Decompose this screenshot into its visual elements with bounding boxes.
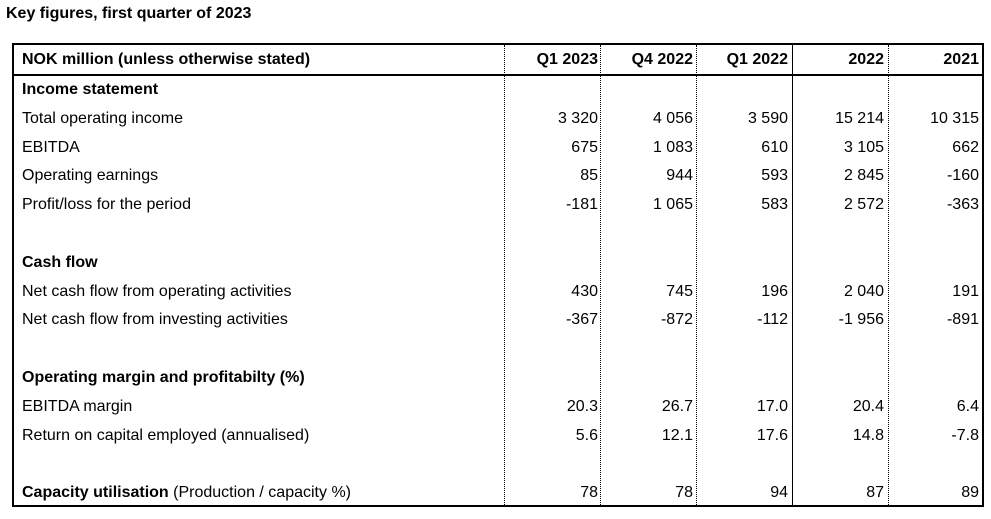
table-cell: -112: [757, 311, 788, 329]
row-label: Net cash flow from investing activities: [22, 311, 288, 329]
row-label: EBITDA margin: [22, 397, 133, 415]
table-cell: 583: [761, 196, 788, 214]
key-figures-table: NOK million (unless otherwise stated) Q1…: [12, 43, 984, 507]
table-cell: 10 315: [930, 109, 979, 127]
row-label: Operating earnings: [22, 167, 159, 185]
table-cell: 1 083: [652, 138, 693, 156]
table-cell: 3 320: [557, 109, 598, 127]
table-cell: -363: [946, 196, 979, 214]
table-cell: 87: [866, 484, 884, 502]
table-cell: 2 040: [843, 282, 884, 300]
table-cell: 6.4: [956, 397, 979, 415]
table-cell: 20.3: [566, 397, 598, 415]
column-divider: [792, 45, 793, 505]
table-cell: 662: [952, 138, 979, 156]
header-q1-2023: Q1 2023: [536, 51, 598, 68]
row-label: Return on capital employed (annualised): [22, 426, 310, 444]
page-title: Key figures, first quarter of 2023: [6, 5, 252, 22]
table-cell: 14.8: [852, 426, 884, 444]
row-label: Net cash flow from operating activities: [22, 282, 292, 300]
header-q4-2022: Q4 2022: [631, 51, 693, 68]
table-cell: 675: [571, 138, 598, 156]
header-2021: 2021: [943, 51, 979, 68]
table-cell: 2 845: [843, 167, 884, 185]
table-cell: 3 105: [843, 138, 884, 156]
table-cell: -1 956: [838, 311, 884, 329]
header-2022: 2022: [848, 51, 884, 68]
table-row: [14, 334, 982, 363]
column-divider: [600, 45, 601, 505]
table-row: Net cash flow from operating activities 4…: [14, 277, 982, 306]
section-row: Income statement: [14, 75, 982, 104]
table-cell: 17.6: [756, 426, 788, 444]
table-row: Net cash flow from investing activities -…: [14, 305, 982, 334]
table-cell: 196: [761, 282, 788, 300]
section-row: Capacity utilisation (Production / capac…: [14, 478, 982, 507]
row-label-suffix: (Production / capacity %): [168, 484, 351, 502]
section-label: Operating margin and profitabilty (%): [22, 369, 305, 386]
table-cell: 15 214: [835, 109, 884, 127]
section-row: Cash flow: [14, 248, 982, 277]
table-cell: -367: [565, 311, 598, 329]
table-cell: 26.7: [661, 397, 693, 415]
column-divider: [696, 45, 697, 505]
table-cell: 17.0: [756, 397, 788, 415]
table-cell: -7.8: [951, 426, 979, 444]
table-row: Total operating income 3 320 4 056 3 590 15 …: [14, 104, 982, 133]
column-divider: [504, 45, 505, 505]
table-cell: 12.1: [661, 426, 693, 444]
table-cell: 944: [666, 167, 693, 185]
table-cell: 1 065: [652, 196, 693, 214]
table-cell: -891: [946, 311, 979, 329]
row-label: Profit/loss for the period: [22, 196, 191, 214]
table-cell: -160: [946, 167, 979, 185]
header-label: NOK million (unless otherwise stated): [22, 51, 311, 68]
table-cell: 2 572: [843, 196, 884, 214]
table-row: EBITDA margin 20.3 26.7 17.0 20.4 6.4: [14, 392, 982, 421]
table-row: [14, 449, 982, 478]
section-label: Capacity utilisation (Production / capac…: [22, 484, 351, 502]
table-row: Return on capital employed (annualised) 5…: [14, 421, 982, 450]
table-cell: 4 056: [652, 109, 693, 127]
row-label: EBITDA: [22, 138, 80, 156]
table-cell: 3 590: [747, 109, 788, 127]
section-label: Income statement: [22, 81, 159, 98]
table-cell: 745: [666, 282, 693, 300]
table-row: Operating earnings 85 944 593 2 845 -160: [14, 161, 982, 190]
header-q1-2022: Q1 2022: [726, 51, 788, 68]
table-header-row: NOK million (unless otherwise stated) Q1…: [14, 45, 982, 76]
table-row: [14, 219, 982, 248]
table-row: EBITDA 675 1 083 610 3 105 662: [14, 133, 982, 162]
table-cell: 593: [761, 167, 788, 185]
table-row: Profit/loss for the period -181 1 065 583 2 …: [14, 190, 982, 219]
table-cell: -872: [660, 311, 693, 329]
section-label: Cash flow: [22, 253, 98, 271]
table-cell: 191: [952, 282, 979, 300]
table-cell: 610: [761, 138, 788, 156]
row-label: Total operating income: [22, 109, 183, 127]
table-cell: 94: [770, 484, 788, 502]
table-cell: 89: [961, 484, 979, 502]
table-cell: 20.4: [852, 397, 884, 415]
table-cell: -181: [565, 196, 598, 214]
table-cell: 85: [580, 167, 598, 185]
table-cell: 78: [580, 484, 598, 502]
table-cell: 5.6: [575, 426, 598, 444]
table-cell: 430: [571, 282, 598, 300]
section-row: Operating margin and profitabilty (%): [14, 363, 982, 392]
table-cell: 78: [675, 484, 693, 502]
column-divider: [888, 45, 889, 505]
